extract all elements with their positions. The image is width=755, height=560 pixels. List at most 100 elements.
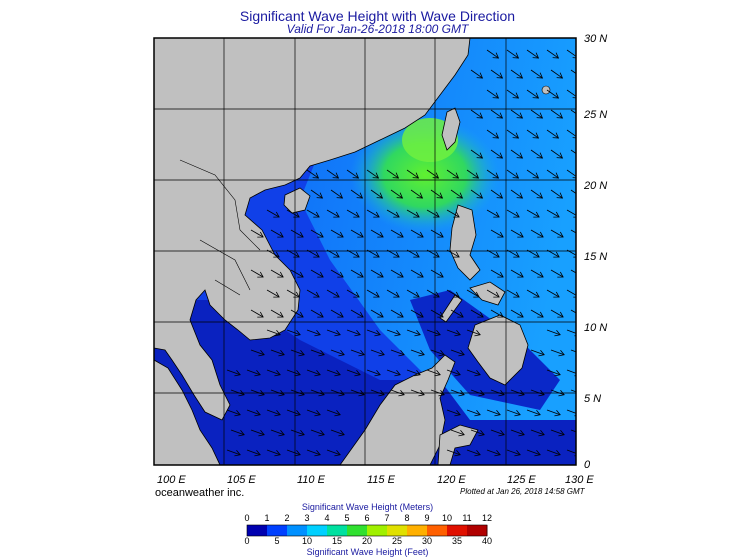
wave-arrow [546,209,560,218]
taiwan-island [441,107,461,151]
wave-arrow [266,329,281,337]
wave-arrow [290,349,305,357]
wave-arrow [370,269,384,278]
wave-arrow [350,189,364,199]
wave-arrow [390,309,404,318]
wave-arrow [550,229,564,238]
colorbar-segment [447,525,468,536]
legend-tick-feet: 35 [451,536,462,546]
wave-arrow [450,429,465,437]
wave-arrow [530,229,544,238]
wave-arrow [470,189,484,199]
wave-arrow [326,289,340,298]
wave-arrow [286,409,301,417]
wave-arrow [346,369,361,377]
wave-arrow [506,289,520,298]
wave-arrow [250,389,265,397]
map-subtitle: Valid For Jan-26-2018 18:00 GMT [286,22,469,36]
wave-arrow [410,309,424,318]
wave-arrow [410,269,424,278]
wave-arrow [486,49,500,59]
legend-tick-feet: 30 [421,536,432,546]
lon-label: 105 E [227,474,256,486]
legend-tick-meters: 2 [284,513,290,523]
wave-arrow [446,329,461,337]
wave-arrow [546,409,561,417]
legend-tick-meters: 10 [441,513,452,523]
okinawa-island [541,85,551,95]
legend-tick-feet: 25 [391,536,402,546]
wave-arrow [510,189,524,199]
lon-label: 100 E [157,474,186,486]
wave-arrow [446,369,461,377]
wave-arrow [246,449,261,457]
wave-arrow [310,309,324,318]
wave-arrow [306,169,320,179]
legend-tick-feet: 15 [331,536,342,546]
wave-arrow [550,69,564,79]
colorbar-segment [267,525,288,536]
wave-arrow [526,49,540,59]
wave-arrow [506,409,521,417]
lat-label: 5 N [584,393,602,405]
wave-arrow [546,169,560,179]
wave-arrow [390,389,405,397]
wave-arrow [550,349,565,357]
wave-arrow [486,449,501,457]
wave-arrow [470,69,484,79]
credit-text: oceanweather inc. [155,487,245,499]
plotted-time: Plotted at Jan 26, 2018 14:58 GMT [460,487,585,496]
map-title: Significant Wave Height with Wave Direct… [239,8,516,24]
wave-arrow [366,369,381,377]
wave-arrow [410,189,424,199]
wave-arrow [566,409,576,417]
wave-arrow [270,229,284,238]
wave-arrow [546,49,560,59]
wave-arrow [246,369,261,377]
lat-label: 10 N [584,322,608,334]
wave-arrow [466,289,480,298]
wave-arrow [486,289,500,298]
lon-label: 125 E [507,474,536,486]
wave-arrow [550,269,564,278]
wave-arrow [330,429,345,437]
wave-arrow [430,389,445,397]
wave-arrow [506,169,520,179]
wave-arrow [506,449,521,457]
wave-arrow [250,309,264,318]
legend-tick-meters: 3 [304,513,310,523]
colorbar-segment [327,525,348,536]
wave-arrow [566,169,576,179]
wave-arrow [290,269,304,278]
wave-arrow [526,289,540,298]
wave-arrow [546,329,561,337]
wave-arrow [566,209,576,218]
country-borders [179,159,261,296]
wave-arrow [506,209,520,218]
wave-arrow [486,409,501,417]
wave-arrow [530,389,545,397]
wave-arrow [566,289,576,298]
wave-arrow [406,209,420,218]
wave-arrow [310,349,325,357]
wave-arrow [406,369,421,377]
wave-arrow [570,429,576,433]
wave-arrow [430,189,444,199]
colorbar-border [246,524,488,537]
wave-arrow [486,129,500,139]
wave-arrow [326,449,341,457]
wave-arrow [226,369,241,377]
wave-arrow [490,189,504,199]
wave-arrow [530,349,545,357]
wave-arrow [486,89,500,99]
hainan-island [283,187,311,214]
wave-arrow [306,289,320,298]
wave-arrow [466,449,481,457]
colorbar-segment [347,525,368,536]
wave-arrow [430,229,444,238]
wave-arrow [326,409,341,417]
legend-tick-meters: 7 [384,513,390,523]
wave-arrow [490,229,504,238]
wave-arrow [546,369,561,377]
wave-arrow [570,389,576,393]
